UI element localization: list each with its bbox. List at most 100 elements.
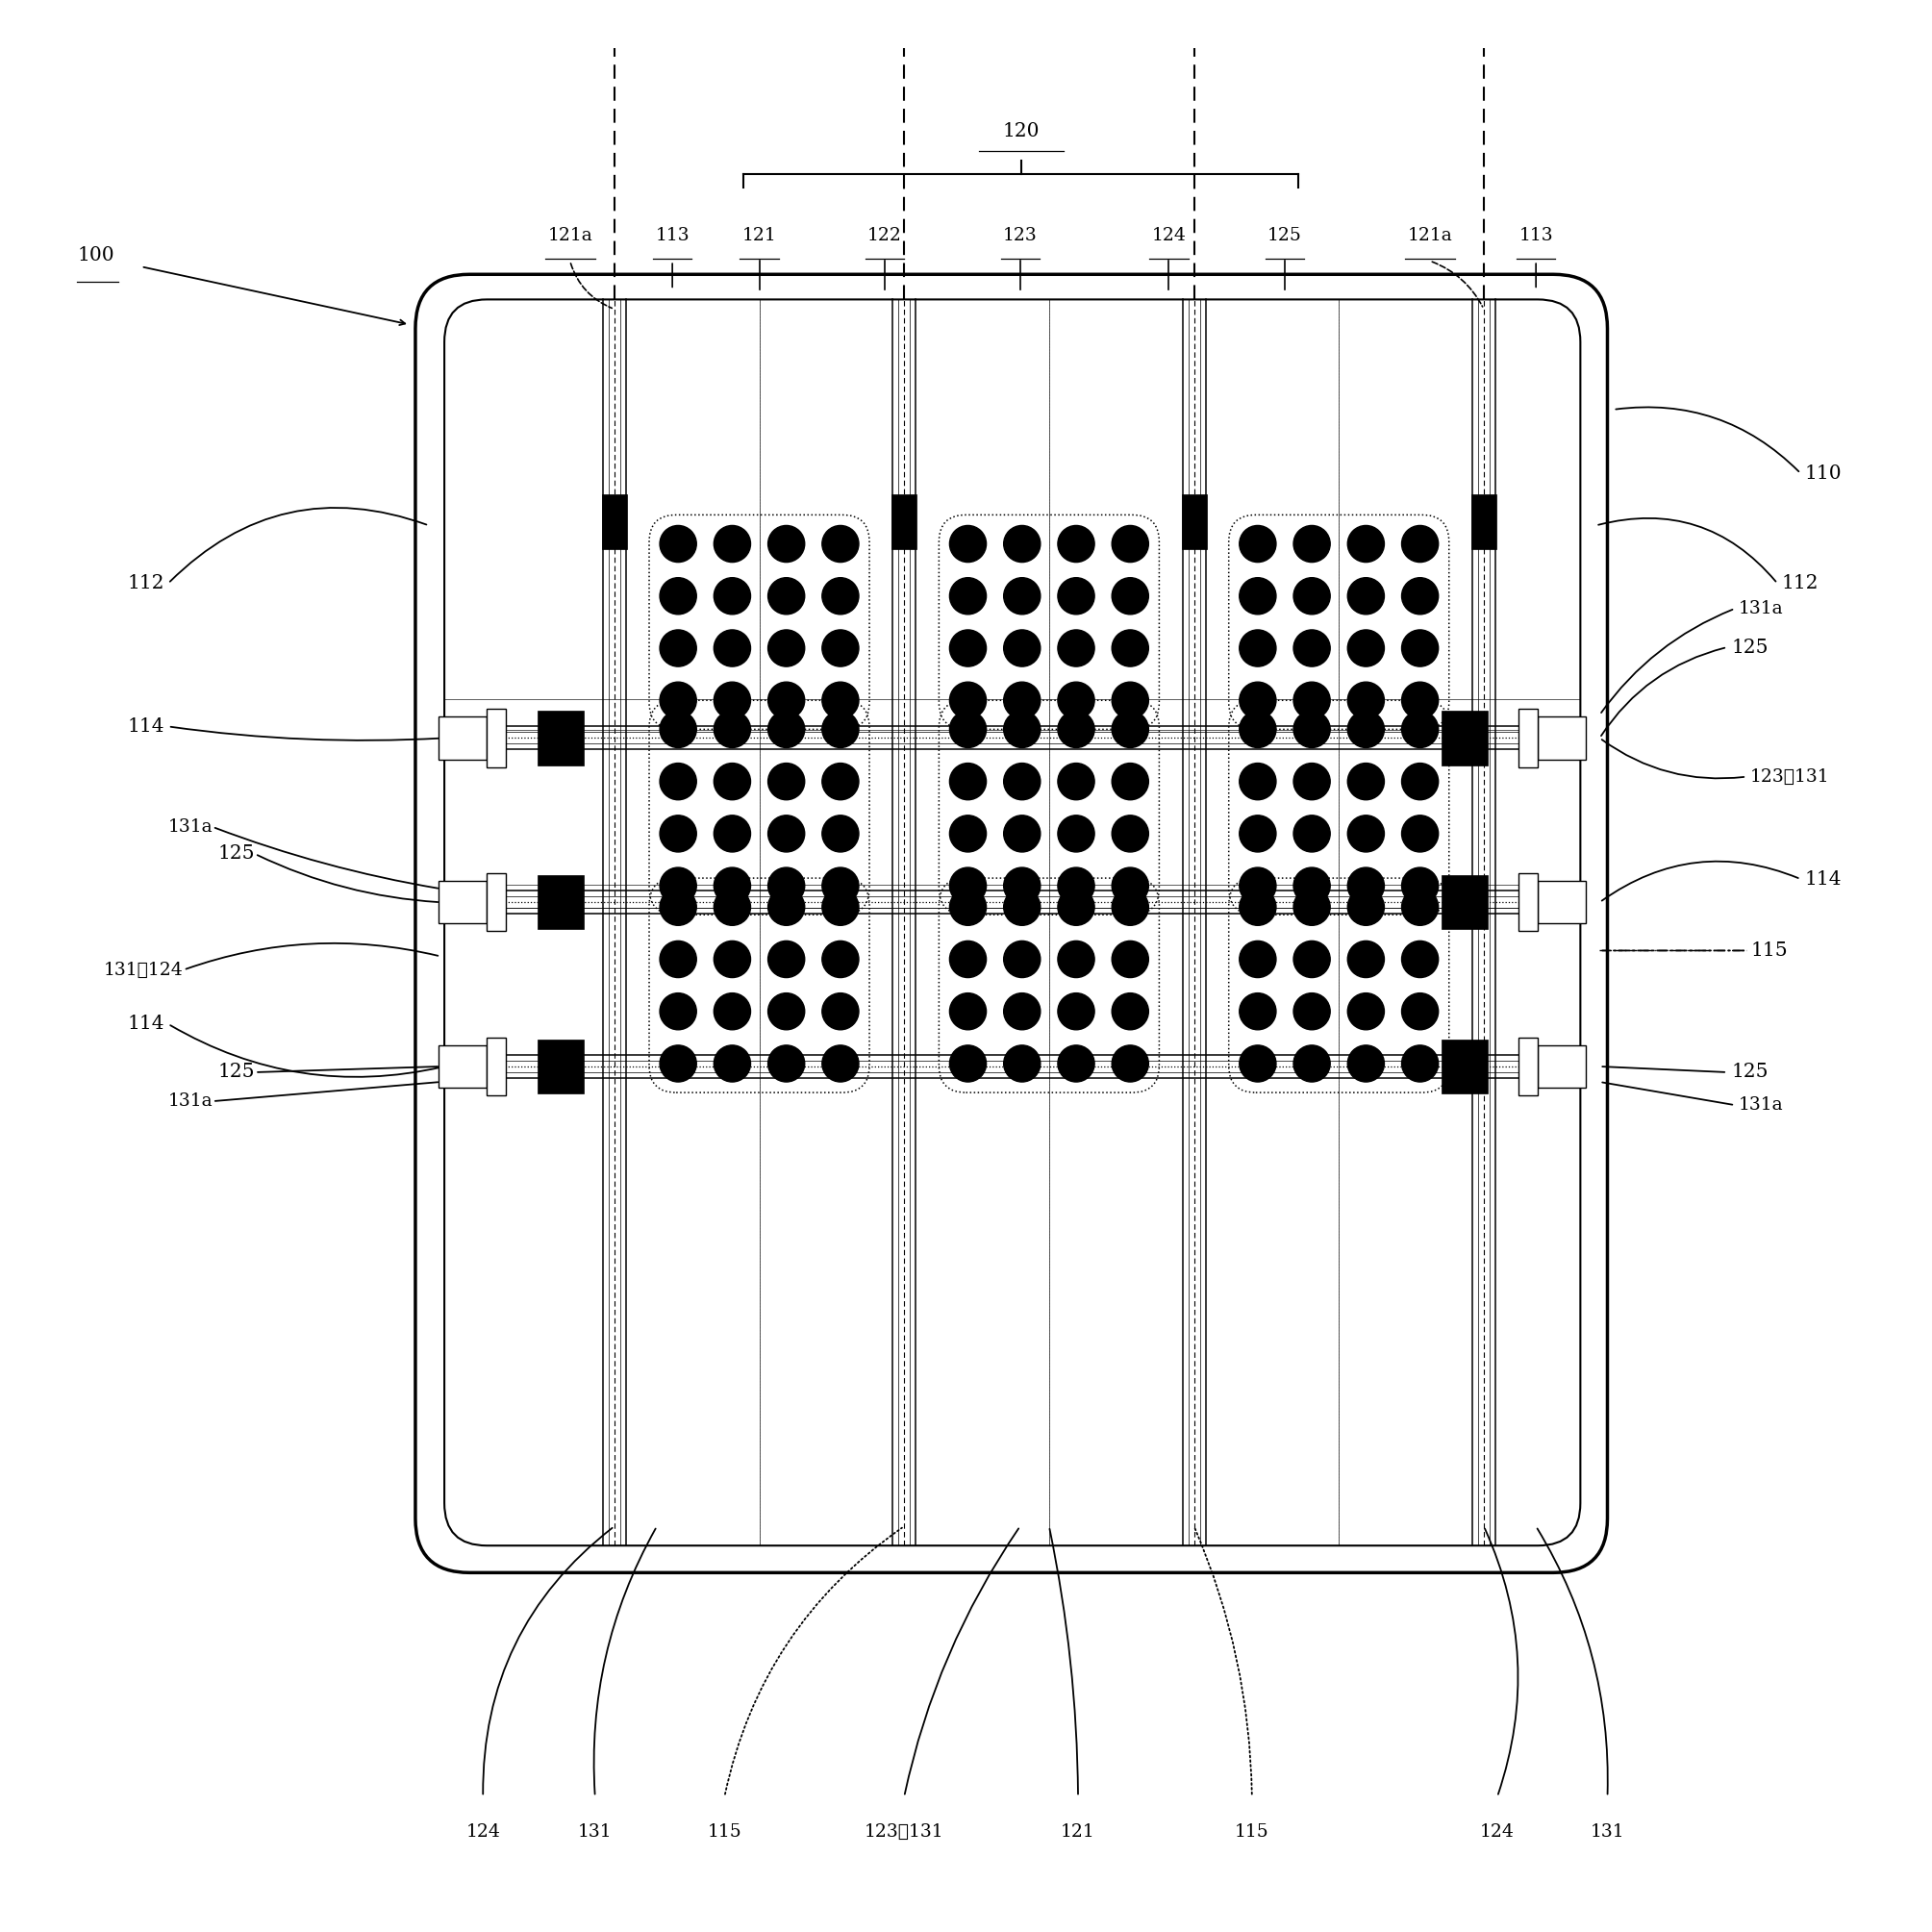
Text: 121: 121 — [742, 228, 777, 243]
Text: 131、124: 131、124 — [104, 962, 184, 978]
Circle shape — [661, 711, 697, 748]
Circle shape — [1401, 763, 1437, 800]
Circle shape — [1113, 867, 1148, 904]
Circle shape — [951, 682, 985, 719]
Circle shape — [1240, 941, 1275, 978]
Text: 112: 112 — [128, 574, 164, 593]
Circle shape — [1401, 630, 1437, 667]
Circle shape — [1059, 578, 1094, 614]
Circle shape — [1401, 993, 1437, 1030]
Circle shape — [1059, 526, 1094, 562]
Circle shape — [715, 526, 752, 562]
Circle shape — [1240, 763, 1275, 800]
Bar — [1538, 1045, 1586, 1088]
Bar — [891, 495, 918, 549]
Circle shape — [951, 867, 985, 904]
Circle shape — [1240, 630, 1275, 667]
Circle shape — [1005, 526, 1039, 562]
Circle shape — [1347, 993, 1383, 1030]
Bar — [439, 881, 487, 923]
Circle shape — [767, 763, 804, 800]
Text: 131a: 131a — [1739, 601, 1783, 616]
Circle shape — [661, 763, 697, 800]
Text: 114: 114 — [128, 1014, 164, 1034]
Text: 123: 123 — [1003, 228, 1037, 243]
Circle shape — [1401, 526, 1437, 562]
FancyBboxPatch shape — [415, 274, 1607, 1573]
Circle shape — [951, 889, 985, 925]
Circle shape — [1293, 815, 1329, 852]
Circle shape — [1347, 763, 1383, 800]
Circle shape — [821, 630, 860, 667]
Circle shape — [1005, 578, 1039, 614]
Circle shape — [821, 1045, 860, 1082]
Circle shape — [1293, 630, 1329, 667]
Circle shape — [1005, 889, 1039, 925]
Text: 120: 120 — [1003, 122, 1039, 141]
Circle shape — [715, 630, 752, 667]
Text: 125: 125 — [1731, 638, 1768, 657]
Text: 131a: 131a — [168, 1094, 213, 1109]
Circle shape — [1347, 630, 1383, 667]
Circle shape — [821, 578, 860, 614]
Circle shape — [767, 941, 804, 978]
Circle shape — [1293, 763, 1329, 800]
Text: 123、131: 123、131 — [864, 1824, 945, 1839]
Text: 125: 125 — [1267, 228, 1302, 243]
Bar — [1519, 873, 1538, 931]
Circle shape — [1059, 1045, 1094, 1082]
Circle shape — [821, 889, 860, 925]
Circle shape — [1401, 867, 1437, 904]
Circle shape — [1113, 578, 1148, 614]
Circle shape — [767, 993, 804, 1030]
Circle shape — [715, 889, 752, 925]
Text: 114: 114 — [128, 717, 164, 736]
Text: 113: 113 — [1519, 228, 1553, 243]
Circle shape — [1059, 815, 1094, 852]
Circle shape — [1005, 941, 1039, 978]
Circle shape — [715, 711, 752, 748]
Circle shape — [767, 630, 804, 667]
Text: 124: 124 — [1151, 228, 1186, 243]
Circle shape — [715, 763, 752, 800]
Circle shape — [951, 578, 985, 614]
Circle shape — [1059, 889, 1094, 925]
Circle shape — [767, 526, 804, 562]
Circle shape — [1347, 682, 1383, 719]
Text: 124: 124 — [466, 1824, 500, 1839]
Text: 122: 122 — [867, 228, 902, 243]
Circle shape — [1347, 578, 1383, 614]
Text: 125: 125 — [218, 1063, 255, 1082]
Bar — [1472, 495, 1497, 549]
Text: 115: 115 — [707, 1824, 742, 1839]
Text: 125: 125 — [218, 844, 255, 864]
Bar — [1441, 1039, 1488, 1094]
Circle shape — [1240, 711, 1275, 748]
Bar — [1182, 495, 1206, 549]
Circle shape — [1059, 993, 1094, 1030]
Circle shape — [821, 711, 860, 748]
Text: 131a: 131a — [1739, 1097, 1783, 1113]
Circle shape — [821, 763, 860, 800]
Circle shape — [661, 889, 697, 925]
Circle shape — [1113, 1045, 1148, 1082]
Circle shape — [1401, 711, 1437, 748]
Circle shape — [767, 889, 804, 925]
Bar — [487, 1037, 506, 1095]
Circle shape — [951, 941, 985, 978]
Text: 100: 100 — [77, 245, 114, 265]
Bar — [537, 711, 583, 765]
Circle shape — [1293, 578, 1329, 614]
Circle shape — [1293, 867, 1329, 904]
Circle shape — [1059, 682, 1094, 719]
Circle shape — [661, 526, 697, 562]
Text: 124: 124 — [1480, 1824, 1515, 1839]
Circle shape — [1113, 682, 1148, 719]
Text: 114: 114 — [1804, 869, 1841, 889]
Bar — [1538, 717, 1586, 759]
Circle shape — [1113, 763, 1148, 800]
Circle shape — [1293, 711, 1329, 748]
Circle shape — [951, 763, 985, 800]
Circle shape — [821, 941, 860, 978]
Circle shape — [715, 867, 752, 904]
